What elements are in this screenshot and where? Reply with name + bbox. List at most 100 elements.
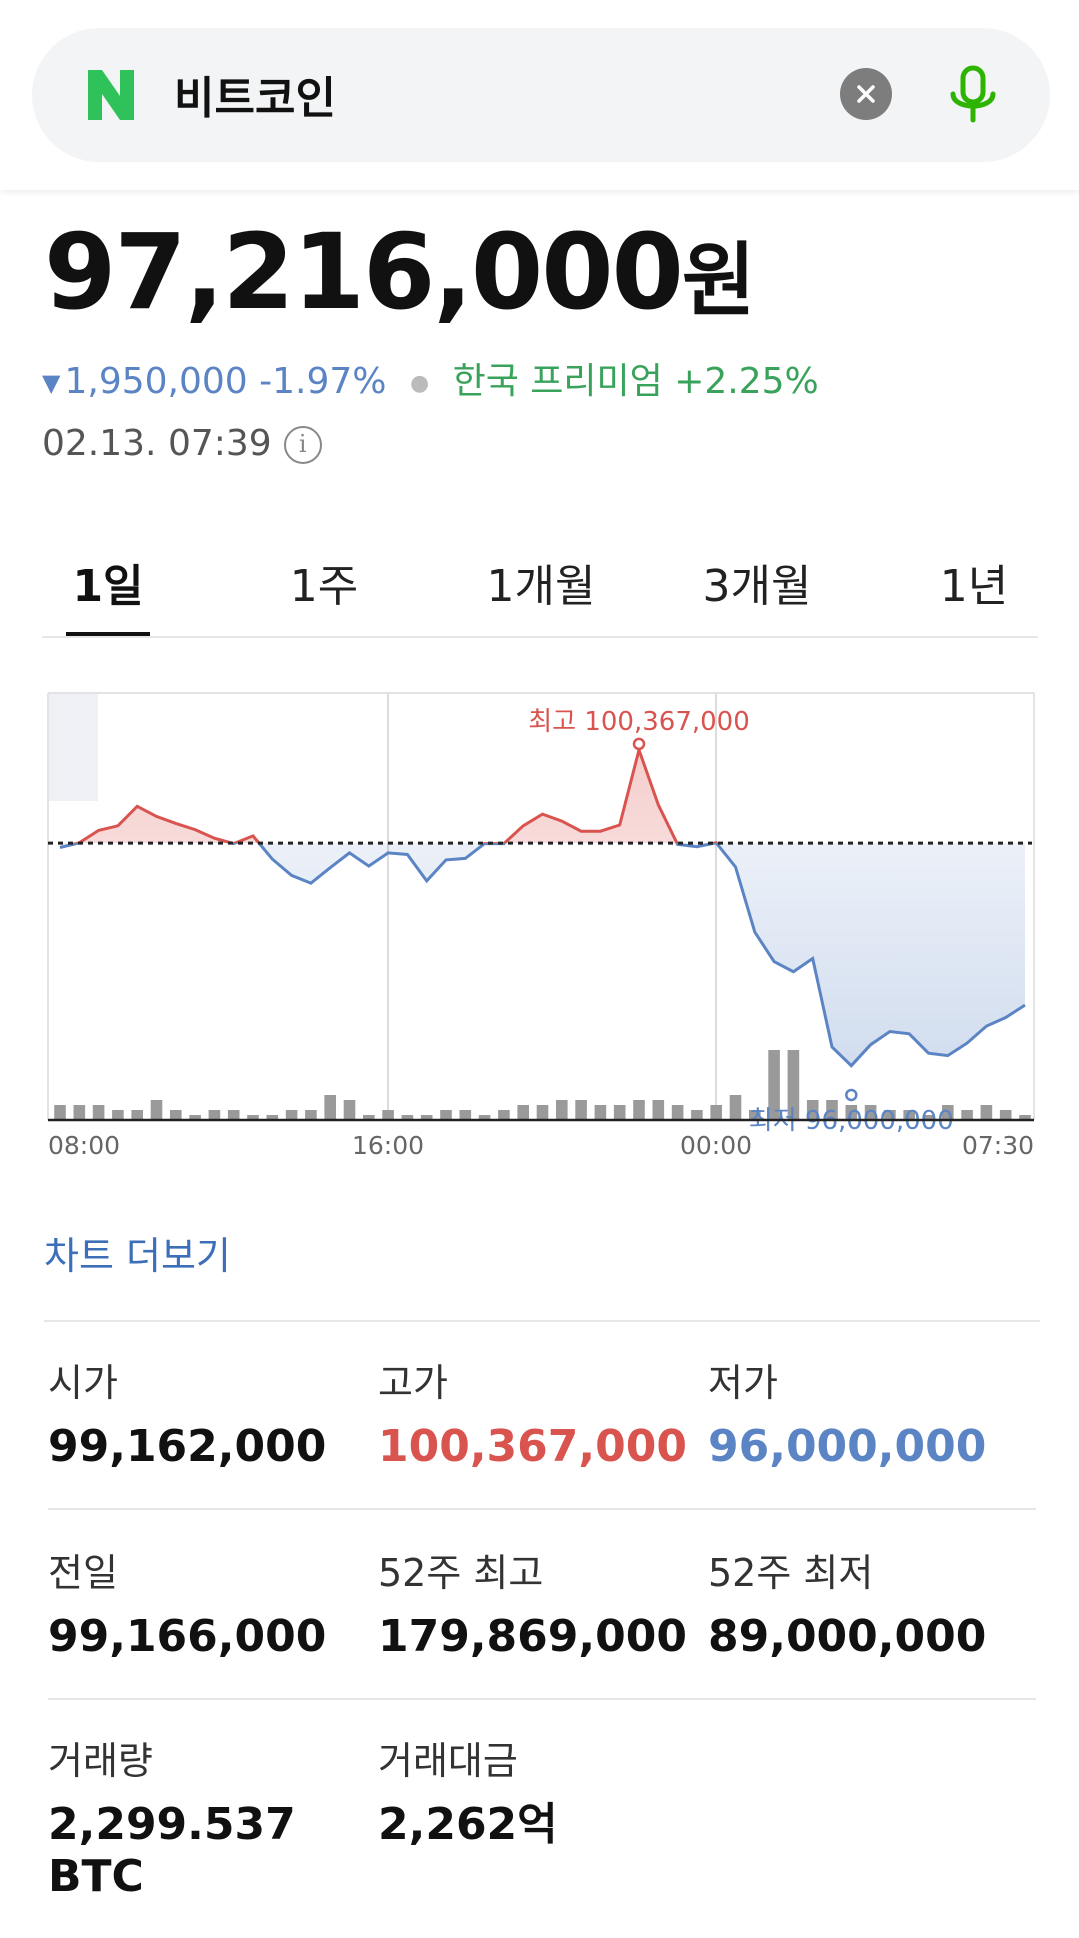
search-box[interactable]: 비트코인 [32, 28, 1050, 162]
volume-bars [54, 1050, 1031, 1120]
volume-bar [729, 1095, 742, 1120]
naver-logo-icon [88, 70, 134, 120]
volume-bar [633, 1100, 645, 1120]
change-percent: -1.97% [259, 361, 387, 402]
down-triangle-icon: ▼ [42, 369, 61, 397]
active-tab-indicator [66, 632, 150, 636]
volume-bar [787, 1050, 800, 1120]
stat-volume: 거래량 2,299.537 BTC [48, 1730, 308, 1903]
x-tick-label: 00:00 [680, 1131, 752, 1160]
volume-bar [942, 1105, 954, 1120]
price-chart[interactable]: 최고 100,367,000 최저 96,000,000 08:00 16:00… [0, 680, 1079, 1170]
stat-label: 52주 최고 [378, 1551, 544, 1595]
more-chart-link[interactable]: 차트 더보기 [44, 1234, 231, 1278]
tab-1-week[interactable]: 1주 [289, 561, 359, 612]
volume-bar [170, 1110, 182, 1120]
x-tick-label: 07:30 [962, 1131, 1034, 1160]
area-above-baseline [60, 749, 1025, 844]
clear-search-button[interactable] [840, 68, 892, 120]
stat-52w-high: 52주 최고 179,869,000 [378, 1542, 708, 1663]
volume-bar [401, 1115, 414, 1120]
volume-bar [826, 1100, 838, 1120]
change-amount: 1,950,000 [64, 361, 248, 402]
stat-label: 전일 [48, 1551, 118, 1595]
timestamp-text: 02.13. 07:39 [42, 423, 272, 464]
volume-bar [440, 1110, 452, 1120]
volume-bar [112, 1110, 124, 1120]
volume-bar [324, 1095, 336, 1120]
volume-bar [189, 1115, 201, 1120]
stat-52w-low: 52주 최저 89,000,000 [708, 1542, 1038, 1663]
price-unit: 원 [681, 234, 756, 327]
period-tabs: 1일 1주 1개월 3개월 1년 [42, 540, 1038, 638]
separator-dot: ● [409, 370, 430, 396]
stat-label: 고가 [378, 1361, 448, 1405]
volume-bar [1019, 1115, 1031, 1120]
volume-bar [961, 1110, 973, 1120]
volume-bar [247, 1115, 259, 1120]
tab-3-months[interactable]: 3개월 [702, 561, 812, 612]
price-value: 97,216,000 [44, 211, 684, 333]
stat-trade-amount: 거래대금 2,262억 [378, 1730, 708, 1851]
x-tick-label: 16:00 [352, 1131, 424, 1160]
volume-bar [884, 1110, 896, 1120]
volume-bar [980, 1105, 993, 1120]
volume-bar [749, 1110, 761, 1120]
volume-bar [131, 1110, 143, 1120]
volume-bar [54, 1105, 66, 1120]
volume-bar [671, 1105, 684, 1120]
volume-bar [864, 1105, 877, 1120]
volume-bar [594, 1105, 607, 1120]
price-change-row: ▼ 1,950,000 -1.97% ● 한국 프리미엄 +2.25% [42, 352, 819, 404]
volume-bar [73, 1105, 86, 1120]
stat-value: 99,162,000 [48, 1421, 327, 1472]
stat-label: 저가 [708, 1361, 778, 1405]
volume-bar [613, 1105, 626, 1120]
tab-1-year[interactable]: 1년 [939, 561, 1009, 612]
area-below-baseline [60, 843, 1025, 1066]
premium-value: +2.25% [674, 361, 819, 402]
volume-bar [266, 1115, 279, 1120]
stat-label: 거래대금 [378, 1739, 518, 1783]
volume-bar [382, 1110, 394, 1120]
search-input[interactable]: 비트코인 [174, 73, 336, 124]
close-icon [857, 85, 875, 103]
volume-bar [227, 1110, 240, 1120]
low-marker [845, 1088, 858, 1102]
volume-bar [652, 1100, 665, 1120]
x-tick-label: 08:00 [48, 1131, 120, 1160]
top-search-bar: 비트코인 [0, 0, 1079, 190]
stat-high: 고가 100,367,000 [378, 1352, 708, 1473]
stat-label: 거래량 [48, 1739, 153, 1783]
stat-value: 89,000,000 [708, 1611, 987, 1662]
price-line-above [71, 744, 719, 844]
stat-label: 52주 최저 [708, 1551, 874, 1595]
volume-bar [768, 1050, 780, 1120]
volume-bar [922, 1115, 935, 1120]
microphone-icon[interactable] [938, 60, 1008, 130]
volume-bar [691, 1110, 703, 1120]
divider [44, 1320, 1040, 1322]
tab-1-day[interactable]: 1일 [72, 561, 144, 612]
volume-bar [498, 1110, 510, 1120]
volume-bar [556, 1100, 568, 1120]
volume-bar [806, 1100, 819, 1120]
info-icon[interactable]: i [283, 426, 322, 464]
volume-bar [285, 1110, 298, 1120]
pre-market-shade [48, 693, 98, 801]
stat-value: 100,367,000 [378, 1421, 687, 1472]
stat-low: 저가 96,000,000 [708, 1352, 1038, 1473]
quote-timestamp: 02.13. 07:39 i [42, 423, 322, 464]
price-line-below [59, 843, 1026, 1068]
volume-bar [845, 1105, 858, 1120]
stat-value: 2,262억 [378, 1799, 558, 1850]
stat-prev-close: 전일 99,166,000 [48, 1542, 378, 1663]
divider [48, 1508, 1036, 1510]
volume-bar [999, 1110, 1012, 1120]
stat-value: 179,869,000 [378, 1611, 687, 1662]
volume-bar [517, 1105, 529, 1120]
volume-bar [459, 1110, 472, 1120]
divider [48, 1698, 1036, 1700]
tab-1-month[interactable]: 1개월 [486, 561, 596, 612]
volume-bar [420, 1115, 433, 1120]
